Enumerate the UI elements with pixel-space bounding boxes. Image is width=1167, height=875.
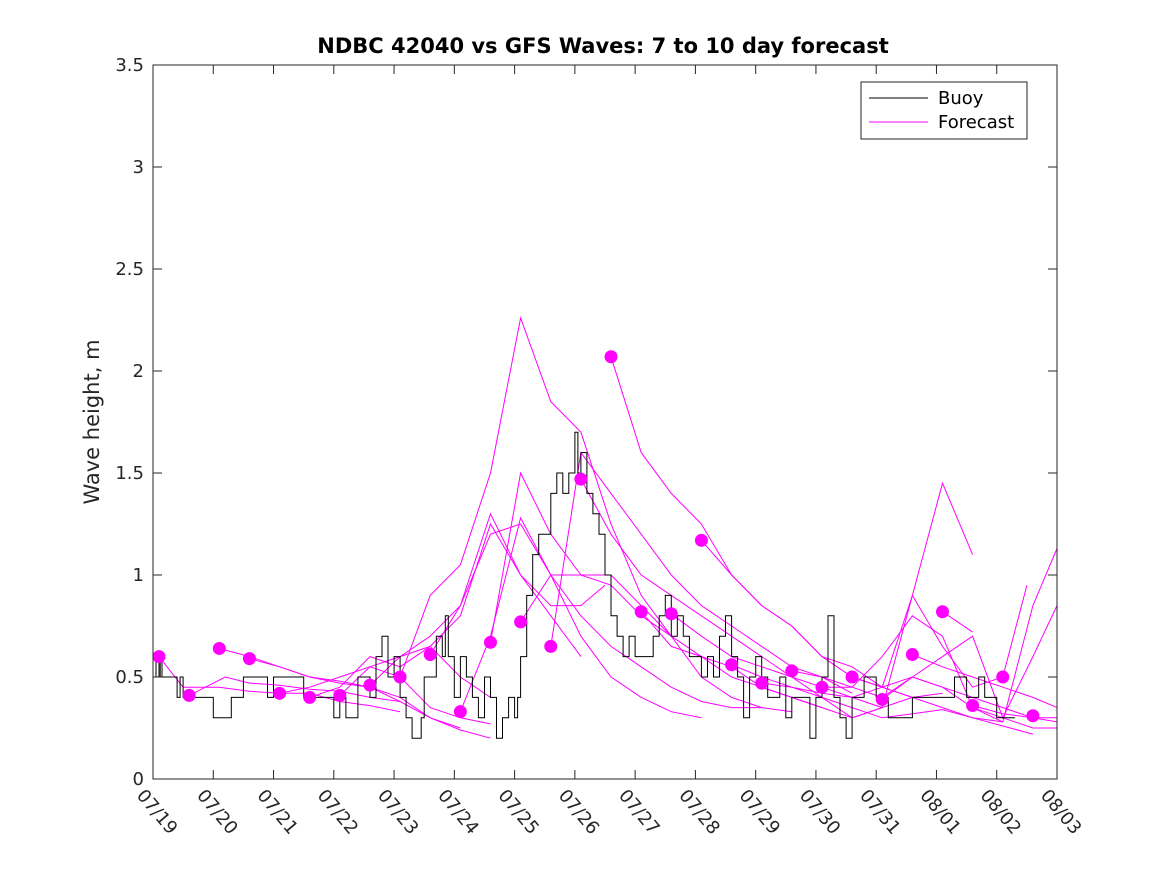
forecast-marker xyxy=(935,605,949,619)
forecast-line-19 xyxy=(731,664,1034,735)
forecast-marker xyxy=(845,670,859,684)
legend-box xyxy=(860,81,1028,140)
y-axis-label: Wave height, m xyxy=(80,339,104,504)
forecast-marker xyxy=(725,658,739,672)
forecast-line-6 xyxy=(339,522,582,696)
forecast-line-18 xyxy=(701,539,1003,723)
forecast-marker xyxy=(453,705,467,719)
forecast-marker xyxy=(574,472,588,486)
forecast-marker xyxy=(694,533,708,547)
forecast-marker xyxy=(966,699,980,713)
forecast-marker xyxy=(1026,709,1040,723)
forecast-marker xyxy=(905,648,919,662)
forecast-marker xyxy=(393,670,407,684)
forecast-line-10 xyxy=(459,516,762,712)
y-tick-label: 2 xyxy=(133,361,144,382)
y-axis: 0 0.5 1 1.5 2 2.5 3 3.5 xyxy=(115,55,1057,790)
forecast-marker xyxy=(785,664,799,678)
y-tick-label: 1.5 xyxy=(115,463,144,484)
forecast-marker xyxy=(242,652,256,666)
forecast-line-21 xyxy=(791,605,1058,720)
forecast-line-8 xyxy=(399,316,672,678)
forecast-marker xyxy=(604,350,618,364)
y-tick-label: 0 xyxy=(133,769,144,790)
forecast-marker xyxy=(664,607,678,621)
y-tick-label: 3 xyxy=(133,157,144,178)
forecast-line-4 xyxy=(279,666,491,725)
y-tick-label: 0.5 xyxy=(115,667,144,688)
forecast-marker xyxy=(333,688,347,702)
forecast-line-1 xyxy=(188,676,401,702)
forecast-marker xyxy=(875,692,889,706)
legend-label-buoy: Buoy xyxy=(938,88,984,109)
forecast-marker xyxy=(755,676,769,690)
forecast-marker xyxy=(634,605,648,619)
forecast-marker xyxy=(212,641,226,655)
forecast-marker xyxy=(182,688,196,702)
y-tick-label: 3.5 xyxy=(115,55,144,76)
y-tick-label: 2.5 xyxy=(115,259,144,280)
forecast-marker xyxy=(483,635,497,649)
forecast-marker xyxy=(363,678,377,692)
axes-box xyxy=(152,64,1058,780)
legend: Buoy Forecast xyxy=(860,81,1028,140)
forecast-marker xyxy=(514,615,528,629)
buoy-line xyxy=(153,431,1015,739)
forecast-line-22 xyxy=(822,548,1058,723)
forecast-marker xyxy=(544,639,558,653)
forecast-marker xyxy=(996,670,1010,684)
forecast-line-2 xyxy=(219,647,461,729)
forecast-line-9 xyxy=(429,523,702,719)
plot-area xyxy=(152,316,1058,739)
forecast-marker xyxy=(152,650,166,664)
forecast-marker xyxy=(273,686,287,700)
y-tick-label: 1 xyxy=(133,565,144,586)
forecast-line-27 xyxy=(972,705,1057,719)
legend-label-forecast: Forecast xyxy=(938,112,1014,133)
forecast-marker xyxy=(815,680,829,694)
forecast-marker xyxy=(303,690,317,704)
forecast-line-13 xyxy=(550,451,853,694)
forecast-line-25 xyxy=(912,654,1058,709)
chart-title: NDBC 42040 vs GFS Waves: 7 to 10 day for… xyxy=(317,34,888,58)
forecast-marker xyxy=(423,648,437,662)
